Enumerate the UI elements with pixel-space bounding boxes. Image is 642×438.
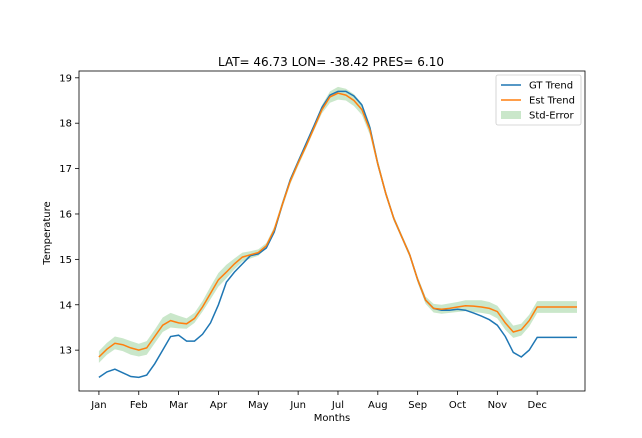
plot-frame [78,70,586,392]
y-axis-label: Temperature [42,201,53,265]
x-tick-label: Sep [408,400,427,411]
x-tick-label: Jan [90,400,106,411]
legend-est-label: Est Trend [529,96,575,107]
y-tick-label: 18 [59,119,72,130]
legend-std-error-swatch [501,111,521,119]
gt-trend-line [98,90,577,379]
x-tick-label: Aug [368,400,388,411]
x-tick-label: Dec [528,400,547,411]
legend-box [495,74,582,126]
y-tick-label: 17 [59,164,72,175]
x-tick-label: Mar [169,400,189,411]
y-tick-label: 13 [59,346,72,357]
y-tick-label: 16 [59,209,72,220]
legend-std-error-label: Std-Error [529,111,574,122]
x-tick-label: Jul [331,400,344,411]
legend-gt-label: GT Trend [529,81,573,92]
y-tick-label: 14 [59,300,72,311]
plot-area [98,86,578,379]
x-tick-label: May [248,400,269,411]
x-tick-label: Jun [289,400,306,411]
y-tick-label: 19 [59,73,72,84]
x-tick-label: Nov [488,400,508,411]
x-axis-label: Months [314,413,351,424]
x-tick-label: Apr [210,400,228,411]
est-trend-line [98,92,577,358]
y-axis: 13 14 15 16 17 18 19 [59,73,79,357]
legend: GT Trend Est Trend Std-Error [495,74,582,126]
chart-title: LAT= 46.73 LON= -38.42 PRES= 6.10 [218,55,444,69]
x-tick-label: Feb [130,400,148,411]
x-axis: Jan Feb Mar Apr May Jun Jul Aug Sep Oct Nov Dec [90,391,547,411]
x-tick-label: Oct [449,400,466,411]
y-tick-label: 15 [59,255,72,266]
